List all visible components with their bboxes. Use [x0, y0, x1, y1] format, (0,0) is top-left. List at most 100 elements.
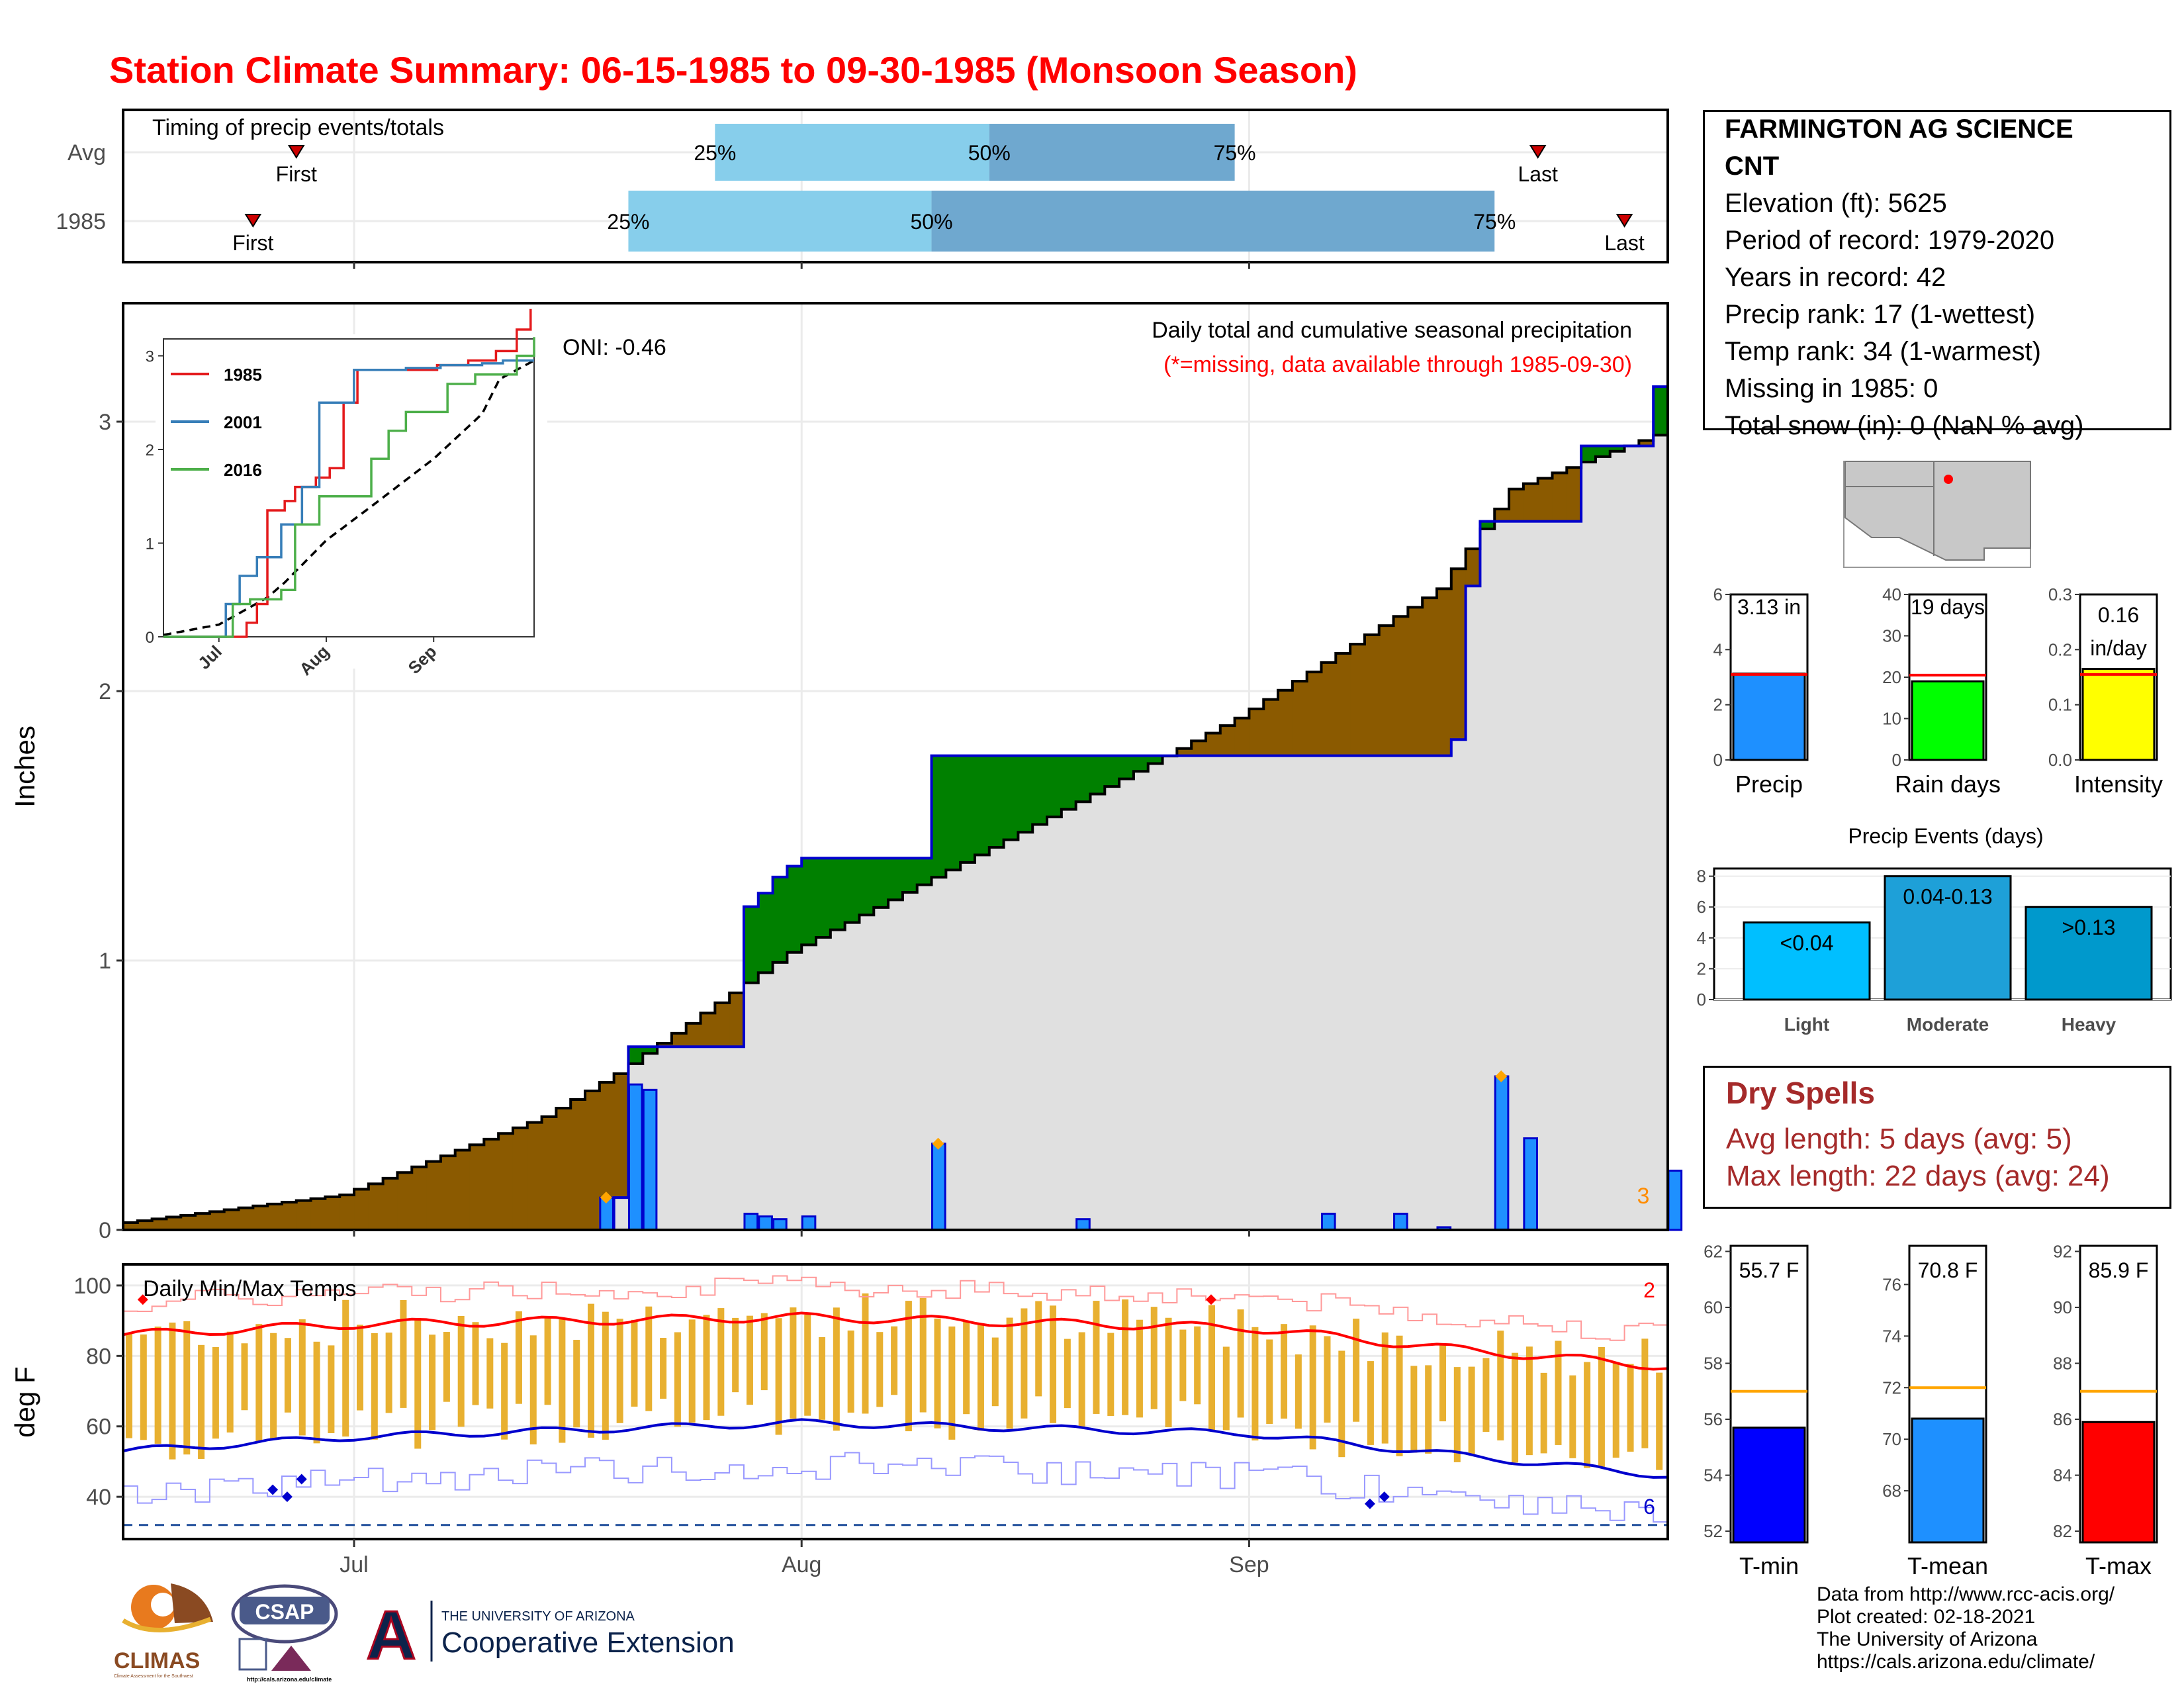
temp-day-bar-8	[241, 1343, 248, 1411]
temp-day-bar-73	[1179, 1329, 1187, 1401]
precip-diff-below-41	[715, 1002, 730, 1047]
temp-summary-tick-label-0-2: 56	[1704, 1409, 1723, 1429]
precip-diff-above-69	[1119, 755, 1134, 779]
precip-legend-title: Daily total and cumulative seasonal prec…	[1152, 318, 1632, 343]
precip-diff-above-36	[643, 1047, 658, 1054]
temp-day-bar-28	[529, 1335, 537, 1445]
temp-day-bar-10	[270, 1333, 277, 1440]
temp-day-bar-65	[1064, 1338, 1071, 1409]
csap-logo: CSAP http://cals.arizona.edu/climate	[231, 1584, 338, 1683]
temp-day-bar-56	[934, 1318, 941, 1429]
precip-diff-below-82	[1306, 672, 1322, 756]
precip-diff-below-10	[267, 1203, 283, 1230]
temp-summary-tick-label-2-0: 82	[2053, 1521, 2072, 1541]
precip-diff-above-52	[874, 858, 889, 908]
precip-diff-below-99	[1552, 473, 1567, 522]
daily-precip-bar-8	[1075, 1218, 1091, 1231]
temp-summary-bar-0	[1732, 1427, 1806, 1544]
temp-day-bar-68	[1107, 1333, 1115, 1416]
x-tick-label-0: Jul	[340, 1552, 368, 1577]
summary-tick-label-2-2: 0.2	[2048, 639, 2072, 659]
precip-diff-below-17	[368, 1184, 384, 1230]
precip-diff-below-96	[1509, 489, 1524, 522]
temp-day-bar-79	[1266, 1339, 1273, 1425]
timing-label-50-1: 50%	[911, 210, 953, 234]
temp-day-bar-81	[1295, 1354, 1302, 1429]
temp-day-bar-5	[198, 1344, 205, 1459]
temp-day-bar-53	[891, 1326, 898, 1395]
temp-day-bar-92	[1453, 1367, 1461, 1462]
temp-day-bar-75	[1208, 1305, 1215, 1430]
precip-diff-above-63	[1032, 755, 1048, 825]
temp-day-bar-69	[1122, 1299, 1129, 1415]
temp-day-bar-101	[1584, 1362, 1591, 1468]
station-period: Period of record: 1979-2020	[1725, 226, 2055, 255]
temp-summary-value-2: 85.9 F	[2089, 1258, 2149, 1282]
precip-diff-above-47	[801, 858, 817, 945]
daily-precip-bar-10	[1393, 1213, 1408, 1231]
events-bar-value-1: 0.04-0.13	[1903, 885, 1992, 909]
station-snow: Total snow (in): 0 (NaN % avg)	[1725, 411, 2084, 440]
daily-precip-bar-7	[931, 1143, 946, 1231]
precip-y-label: Inches	[9, 726, 40, 808]
timing-row-avg-label: Avg	[68, 140, 106, 165]
timing-label: Timing of precip events/totals	[152, 115, 444, 140]
temp-day-bar-96	[1512, 1352, 1519, 1463]
dry-spells-box: Dry Spells Avg length: 5 days (avg: 5) M…	[1703, 1066, 2171, 1209]
events-tick-label-0: 0	[1697, 990, 1706, 1009]
temp-day-bar-74	[1194, 1326, 1201, 1405]
precip-diff-below-34	[614, 1073, 629, 1198]
temp-summary-label-2: T-max	[2085, 1552, 2152, 1579]
temp-summary-tick-label-2-1: 84	[2053, 1466, 2072, 1485]
temp-day-bar-78	[1251, 1327, 1259, 1441]
daily-precip-bar-9	[1320, 1213, 1336, 1231]
temp-record-marker-1	[1205, 1294, 1216, 1305]
inset-legend-label-2016: 2016	[224, 460, 262, 480]
temp-day-bar-26	[501, 1342, 508, 1440]
temp-day-bar-30	[559, 1319, 566, 1443]
temp-day-bar-46	[790, 1307, 797, 1419]
station-temp-rank: Temp rank: 34 (1-warmest)	[1725, 337, 2041, 366]
summary-tick-label-1-0: 0	[1892, 750, 1901, 770]
events-title: Precip Events (days)	[1848, 824, 2043, 848]
precip-diff-below-39	[686, 1023, 702, 1047]
inset-ytick-label-3: 3	[146, 348, 154, 366]
precip-diff-below-78	[1249, 708, 1264, 756]
daily-precip-bar-3	[743, 1213, 759, 1231]
temp-day-bar-32	[588, 1303, 595, 1438]
climas-logo-subtitle: Climate Assessment for the Southwest	[114, 1674, 193, 1679]
inset-ytick-label-2: 2	[146, 442, 154, 459]
temp-day-bar-17	[371, 1333, 378, 1440]
station-name-line1: FARMINGTON AG SCIENCE	[1725, 115, 2073, 144]
temp-day-bar-4	[183, 1321, 191, 1455]
temp-day-bar-36	[645, 1306, 653, 1411]
temp-day-bar-27	[515, 1311, 522, 1404]
temp-day-bar-2	[154, 1327, 161, 1444]
temp-day-bar-33	[602, 1311, 609, 1440]
precip-diff-below-42	[729, 992, 745, 1047]
temp-summary-label-0: T-min	[1739, 1552, 1799, 1579]
events-bar-0	[1743, 921, 1871, 1001]
csap-logo-url: http://cals.arizona.edu/climate	[247, 1676, 332, 1683]
precip-diff-above-54	[902, 858, 918, 893]
ua-logo-line1: THE UNIVERSITY OF ARIZONA	[441, 1609, 635, 1624]
dry-spells-max-length: Max length: 22 days (avg: 24)	[1726, 1160, 2110, 1192]
station-name-line2: CNT	[1725, 152, 1780, 181]
daily-precip-bar-12	[1494, 1075, 1510, 1231]
precip-diff-below-75	[1205, 733, 1221, 756]
precip-diff-below-15	[340, 1195, 355, 1230]
temp-day-bar-61	[1006, 1317, 1013, 1429]
precip-diff-above-46	[787, 866, 802, 953]
summary-value-unit-2: in/day	[2090, 636, 2146, 660]
temp-day-bar-25	[486, 1338, 494, 1409]
temp-summary-tick-label-0-5: 62	[1704, 1241, 1723, 1261]
events-tick-label-3: 6	[1697, 897, 1706, 917]
temp-day-bar-93	[1468, 1366, 1475, 1455]
temp-summary-tick-label-0-1: 54	[1704, 1466, 1723, 1485]
temp-record-marker-6	[1379, 1491, 1390, 1503]
precip-diff-below-21	[426, 1161, 441, 1230]
temp-day-bar-52	[876, 1332, 884, 1407]
summary-tick-label-1-2: 20	[1882, 667, 1901, 687]
precip-diff-above-103	[1610, 445, 1625, 451]
